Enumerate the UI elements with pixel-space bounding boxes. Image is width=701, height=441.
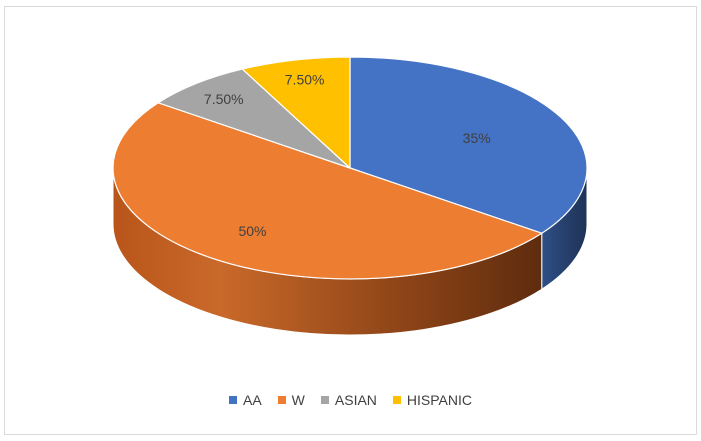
legend-swatch-aa (228, 396, 237, 404)
legend: AA W ASIAN HISPANIC (0, 392, 701, 408)
legend-label-aa: AA (242, 392, 262, 408)
legend-item-w: W (277, 392, 305, 408)
data-label-hispanic: 7.50% (285, 71, 325, 87)
legend-swatch-asian (320, 396, 329, 404)
legend-item-hispanic: HISPANIC (392, 392, 472, 408)
legend-item-aa: AA (228, 392, 262, 408)
data-label-w: 50% (238, 223, 266, 239)
legend-item-asian: ASIAN (320, 392, 377, 408)
pie-slice-w (112, 102, 544, 280)
data-label-aa: 35% (463, 130, 491, 146)
legend-swatch-w (277, 396, 286, 404)
legend-swatch-hispanic (392, 396, 401, 404)
legend-label-asian: ASIAN (334, 392, 377, 408)
pie-slice-asian (156, 68, 351, 169)
legend-label-hispanic: HISPANIC (406, 392, 472, 408)
legend-label-w: W (291, 392, 305, 408)
pie-slice-hispanic (241, 56, 351, 170)
data-label-asian: 7.50% (204, 91, 244, 107)
pie-slice-aa (349, 56, 588, 234)
